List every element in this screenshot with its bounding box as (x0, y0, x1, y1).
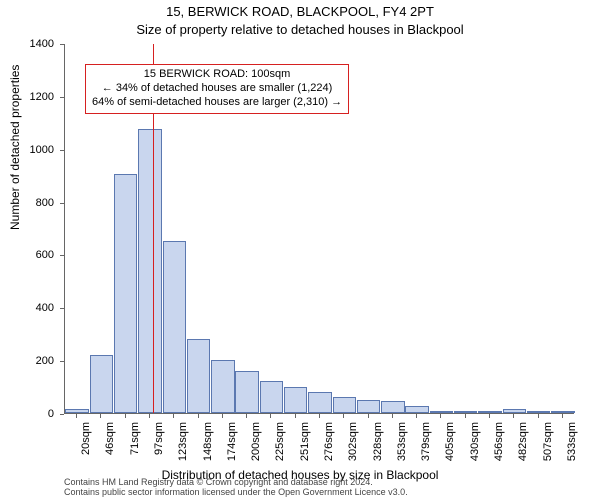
histogram-bar (90, 355, 113, 413)
x-tick-label: 276sqm (323, 422, 335, 472)
x-tick-label: 379sqm (420, 422, 432, 472)
x-tick-mark (392, 414, 393, 418)
y-tick-mark (60, 44, 64, 45)
x-tick-mark (100, 414, 101, 418)
histogram-bar (503, 409, 526, 413)
x-tick-label: 200sqm (250, 422, 262, 472)
y-tick-label: 200 (0, 355, 60, 367)
histogram-bar (65, 409, 88, 413)
y-tick-mark (60, 361, 64, 362)
x-tick-label: 302sqm (347, 422, 359, 472)
x-tick-mark (173, 414, 174, 418)
x-tick-mark (295, 414, 296, 418)
chart-title-line1: 15, BERWICK ROAD, BLACKPOOL, FY4 2PT (0, 4, 600, 19)
x-tick-label: 456sqm (493, 422, 505, 472)
histogram-bar (260, 381, 283, 413)
x-tick-mark (319, 414, 320, 418)
y-tick-mark (60, 150, 64, 151)
histogram-bar (333, 397, 356, 413)
x-tick-label: 46sqm (104, 422, 116, 472)
histogram-bar (357, 400, 380, 413)
x-tick-mark (76, 414, 77, 418)
histogram-bar (163, 241, 186, 413)
x-tick-mark (125, 414, 126, 418)
x-tick-label: 507sqm (542, 422, 554, 472)
x-tick-mark (368, 414, 369, 418)
x-tick-mark (270, 414, 271, 418)
histogram-bar (187, 339, 210, 413)
x-tick-mark (343, 414, 344, 418)
x-tick-label: 405sqm (444, 422, 456, 472)
x-tick-mark (440, 414, 441, 418)
histogram-bar (381, 401, 404, 413)
histogram-bar (527, 411, 550, 413)
histogram-bar (114, 174, 137, 413)
y-tick-label: 1400 (0, 38, 60, 50)
histogram-bar (138, 129, 161, 413)
x-tick-mark (246, 414, 247, 418)
x-tick-label: 20sqm (80, 422, 92, 472)
x-tick-label: 328sqm (372, 422, 384, 472)
annotation-line: 64% of semi-detached houses are larger (… (92, 96, 342, 110)
histogram-bar (235, 371, 258, 413)
y-tick-label: 1000 (0, 144, 60, 156)
x-tick-mark (538, 414, 539, 418)
x-tick-label: 97sqm (153, 422, 165, 472)
credit-line2: Contains public sector information licen… (64, 488, 408, 498)
x-tick-label: 123sqm (177, 422, 189, 472)
histogram-bar (284, 387, 307, 413)
histogram-bar (430, 411, 453, 413)
y-tick-label: 0 (0, 408, 60, 420)
x-tick-label: 174sqm (226, 422, 238, 472)
annotation-line: ← 34% of detached houses are smaller (1,… (92, 82, 342, 96)
x-tick-mark (465, 414, 466, 418)
x-tick-label: 225sqm (274, 422, 286, 472)
x-tick-mark (513, 414, 514, 418)
y-tick-mark (60, 308, 64, 309)
chart-container: 15, BERWICK ROAD, BLACKPOOL, FY4 2PT Siz… (0, 0, 600, 500)
y-tick-label: 1200 (0, 91, 60, 103)
histogram-bar (551, 411, 574, 413)
x-tick-label: 482sqm (517, 422, 529, 472)
y-tick-mark (60, 97, 64, 98)
y-tick-mark (60, 414, 64, 415)
x-tick-label: 430sqm (469, 422, 481, 472)
credit-text: Contains HM Land Registry data © Crown c… (64, 478, 408, 498)
annotation-line: 15 BERWICK ROAD: 100sqm (92, 68, 342, 82)
x-tick-mark (149, 414, 150, 418)
y-tick-label: 800 (0, 197, 60, 209)
annotation-box: 15 BERWICK ROAD: 100sqm← 34% of detached… (85, 64, 349, 113)
y-tick-mark (60, 255, 64, 256)
x-tick-mark (222, 414, 223, 418)
x-tick-mark (198, 414, 199, 418)
y-tick-label: 400 (0, 302, 60, 314)
x-tick-mark (416, 414, 417, 418)
x-tick-mark (562, 414, 563, 418)
y-tick-mark (60, 203, 64, 204)
y-tick-label: 600 (0, 249, 60, 261)
histogram-bar (211, 360, 234, 413)
histogram-bar (308, 392, 331, 413)
x-tick-mark (489, 414, 490, 418)
x-tick-label: 71sqm (129, 422, 141, 472)
plot-area: 15 BERWICK ROAD: 100sqm← 34% of detached… (64, 44, 574, 414)
x-tick-label: 148sqm (202, 422, 214, 472)
histogram-bar (478, 411, 501, 413)
histogram-bar (405, 406, 428, 413)
x-tick-label: 533sqm (566, 422, 578, 472)
histogram-bar (454, 411, 477, 413)
x-tick-label: 353sqm (396, 422, 408, 472)
x-tick-label: 251sqm (299, 422, 311, 472)
chart-title-line2: Size of property relative to detached ho… (0, 22, 600, 37)
